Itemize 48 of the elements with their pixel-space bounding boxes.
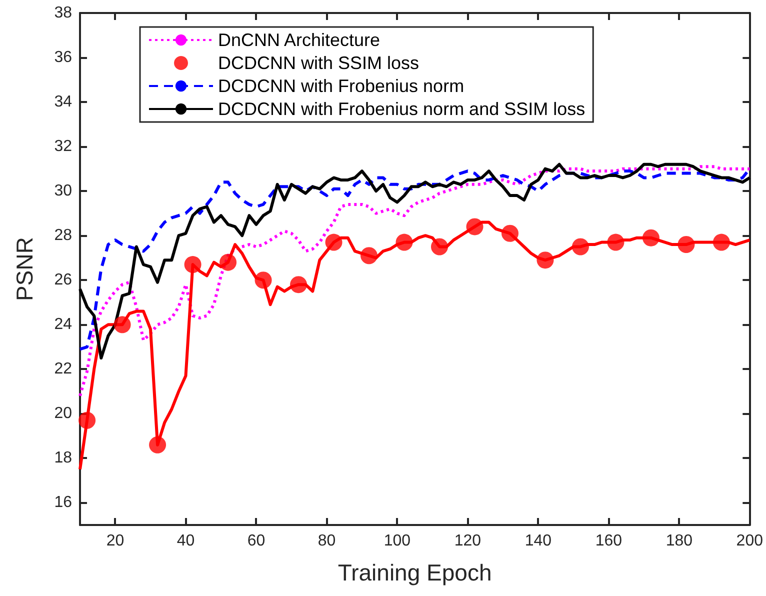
point [466,218,484,236]
x-tick-label: 180 [666,532,693,550]
point [184,256,202,274]
x-tick-label: 100 [384,532,411,550]
y-tick-label: 26 [54,272,72,289]
point [220,254,237,271]
y-tick-label: 16 [54,494,72,512]
point [642,229,660,246]
y-tick-label: 28 [54,227,72,244]
y-tick-label: 24 [54,316,72,334]
point [360,247,378,264]
point [712,234,730,251]
point [431,238,448,256]
legend-label: DCDCNN with SSIM loss [218,53,420,73]
x-tick-label: 20 [106,532,124,550]
y-tick-label: 36 [54,49,72,66]
point [290,276,308,294]
point [149,436,166,454]
point [678,236,695,254]
point [78,412,96,429]
x-tick-label: 140 [524,532,552,550]
y-tick-label: 34 [54,94,72,111]
point [572,238,589,256]
y-tick-label: 38 [54,4,72,22]
y-tick-label: 18 [54,450,72,467]
y-tick-label: 20 [54,405,72,422]
point [502,224,518,242]
x-tick-label: 80 [318,532,336,550]
point [325,234,342,251]
point [254,272,272,289]
legend-label: DnCNN Architecture [218,30,380,50]
legend-label: DCDCNN with Frobenius norm [218,76,464,96]
line-series [78,165,752,398]
y-tick-label: 32 [54,138,72,156]
x-tick-label: 160 [595,532,622,550]
x-tick-label: 200 [736,532,764,550]
x-tick-label: 60 [247,532,266,550]
x-axis-title: Training Epoch [338,560,492,586]
y-axis-title: PSNR [12,237,38,301]
point [396,234,413,251]
legend-label: DCDCNN with Frobenius norm and SSIM loss [218,99,586,119]
point [607,234,624,251]
y-tick-label: 22 [54,360,72,378]
point [114,316,131,334]
x-tick-label: 40 [176,532,195,550]
x-tick-label: 120 [454,532,482,550]
point [536,252,554,269]
y-tick-label: 30 [54,182,72,200]
